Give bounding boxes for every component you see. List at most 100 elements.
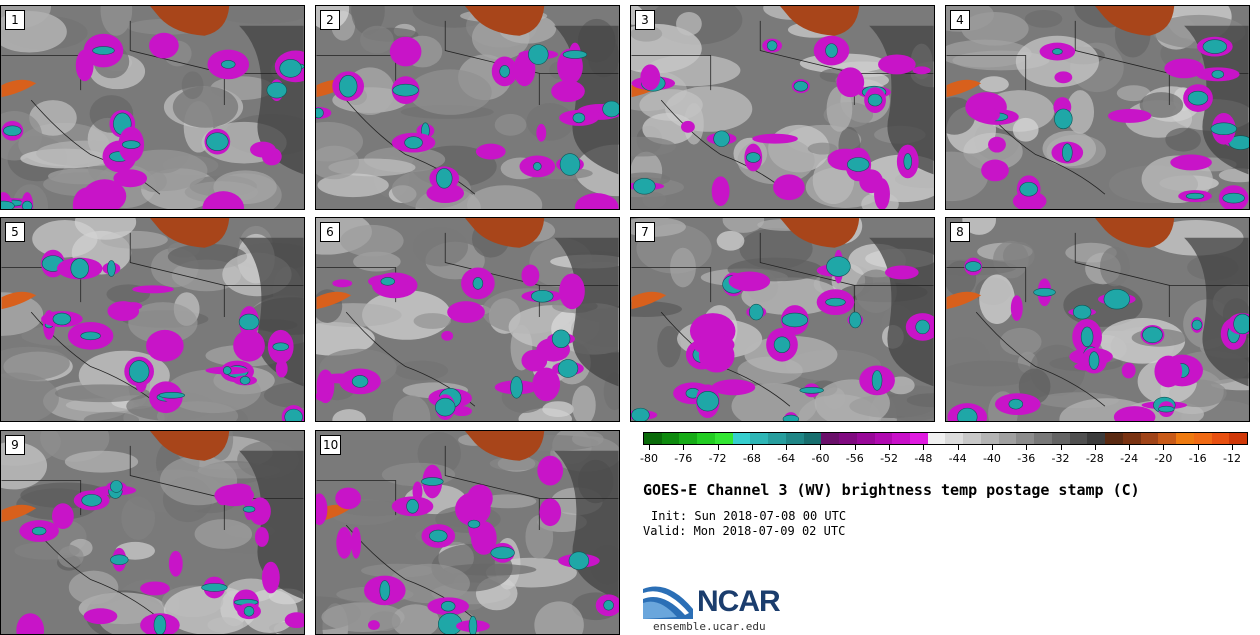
satellite-imagery [631, 218, 934, 421]
colorbar-tick [717, 445, 719, 450]
colorbar-tick-label: -36 [1017, 452, 1036, 465]
panel-number-label: 8 [950, 222, 970, 242]
colorbar-segment [1122, 433, 1141, 444]
postage-stamp-panel-5: 5 [0, 217, 305, 422]
colorbar-segment [821, 433, 840, 444]
colorbar-segment [1176, 433, 1194, 444]
colorbar-segment [785, 433, 804, 444]
colorbar-segment [839, 433, 857, 444]
postage-stamp-panel-7: 7 [630, 217, 935, 422]
colorbar-segment [963, 433, 981, 444]
colorbar-tick [1197, 445, 1199, 450]
postage-stamp-panel-9: 9 [0, 430, 305, 635]
colorbar-tick [820, 445, 822, 450]
colorbar-tick [649, 445, 650, 450]
colorbar-tick [1232, 445, 1233, 450]
colorbar-tick [957, 445, 959, 450]
panel-number-label: 7 [635, 222, 655, 242]
postage-stamp-panel-1: 1 [0, 5, 305, 210]
colorbar-segment [714, 433, 733, 444]
colorbar-ticks: -80 -76 -72 -68 -64 -60 -56 -52 -48 -44 -40 -36 -32 -… [640, 445, 1248, 469]
colorbar-segment [1069, 433, 1088, 444]
colorbar-tick-label: -32 [1051, 452, 1070, 465]
colorbar-tick-label: -12 [1223, 452, 1241, 465]
colorbar-segment [1105, 433, 1123, 444]
colorbar-segment [874, 433, 893, 444]
colorbar-tick [1026, 445, 1028, 450]
colorbar [643, 432, 1248, 445]
ncar-logo-icon [643, 586, 693, 619]
colorbar-segment [1051, 433, 1070, 444]
panel-number-label: 3 [635, 10, 655, 30]
colorbar-segment [661, 433, 680, 444]
panel-number-label: 10 [320, 435, 342, 455]
postage-stamp-panel-2: 2 [315, 5, 620, 210]
colorbar-segment [644, 433, 662, 444]
colorbar-tick [854, 445, 856, 450]
colorbar-segment [856, 433, 875, 444]
colorbar-tick-label: -72 [708, 452, 727, 465]
colorbar-segment [927, 433, 946, 444]
satellite-imagery [316, 218, 619, 421]
colorbar-segment [750, 433, 769, 444]
colorbar-segment [732, 433, 751, 444]
colorbar-segment [945, 433, 964, 444]
colorbar-tick-label: -40 [982, 452, 1001, 465]
satellite-imagery [1, 431, 304, 634]
panel-number-label: 4 [950, 10, 970, 30]
postage-stamp-panel-3: 3 [630, 5, 935, 210]
colorbar-tick-label: -80 [640, 452, 658, 465]
colorbar-tick-label: -60 [811, 452, 830, 465]
satellite-imagery [946, 218, 1249, 421]
colorbar-tick-label: -68 [742, 452, 761, 465]
postage-stamp-panel-4: 4 [945, 5, 1250, 210]
satellite-imagery [631, 6, 934, 209]
satellite-imagery [1, 6, 304, 209]
colorbar-tick-label: -24 [1120, 452, 1139, 465]
colorbar-segment [1229, 433, 1247, 444]
colorbar-tick-label: -52 [880, 452, 899, 465]
colorbar-segment [697, 433, 715, 444]
satellite-imagery [316, 6, 619, 209]
panel-number-label: 5 [5, 222, 25, 242]
colorbar-segment [910, 433, 928, 444]
colorbar-segment [768, 433, 786, 444]
colorbar-segment [1193, 433, 1212, 444]
colorbar-segment [1211, 433, 1230, 444]
colorbar-tick [923, 445, 925, 450]
colorbar-tick-label: -16 [1188, 452, 1207, 465]
panel-number-label: 9 [5, 435, 25, 455]
colorbar-tick [683, 445, 685, 450]
colorbar-tick-label: -20 [1154, 452, 1173, 465]
colorbar-tick-label: -44 [948, 452, 967, 465]
colorbar-tick-label: -64 [777, 452, 796, 465]
colorbar-segment [1016, 433, 1035, 444]
colorbar-tick-label: -48 [914, 452, 933, 465]
colorbar-tick-label: -76 [674, 452, 693, 465]
colorbar-segment [679, 433, 698, 444]
satellite-imagery [316, 431, 619, 634]
colorbar-segment [803, 433, 822, 444]
colorbar-segment [980, 433, 999, 444]
satellite-imagery [946, 6, 1249, 209]
panel-number-label: 1 [5, 10, 25, 30]
colorbar-segment [1034, 433, 1052, 444]
colorbar-segment [892, 433, 911, 444]
colorbar-tick [751, 445, 753, 450]
colorbar-tick-label: -56 [845, 452, 864, 465]
colorbar-segment [1158, 433, 1177, 444]
valid-time: Valid: Mon 2018-07-09 02 UTC [643, 524, 846, 538]
colorbar-tick [889, 445, 891, 450]
panel-number-label: 2 [320, 10, 340, 30]
logo-text: NCAR [697, 585, 781, 618]
postage-stamp-panel-8: 8 [945, 217, 1250, 422]
colorbar-segment [998, 433, 1017, 444]
colorbar-tick [786, 445, 788, 450]
colorbar-tick [1094, 445, 1096, 450]
source-url: ensemble.ucar.edu [653, 620, 766, 633]
satellite-imagery [1, 218, 304, 421]
postage-stamp-panel-10: 10 [315, 430, 620, 635]
colorbar-segment [1140, 433, 1159, 444]
colorbar-tick-label: -28 [1085, 452, 1104, 465]
colorbar-tick [991, 445, 993, 450]
